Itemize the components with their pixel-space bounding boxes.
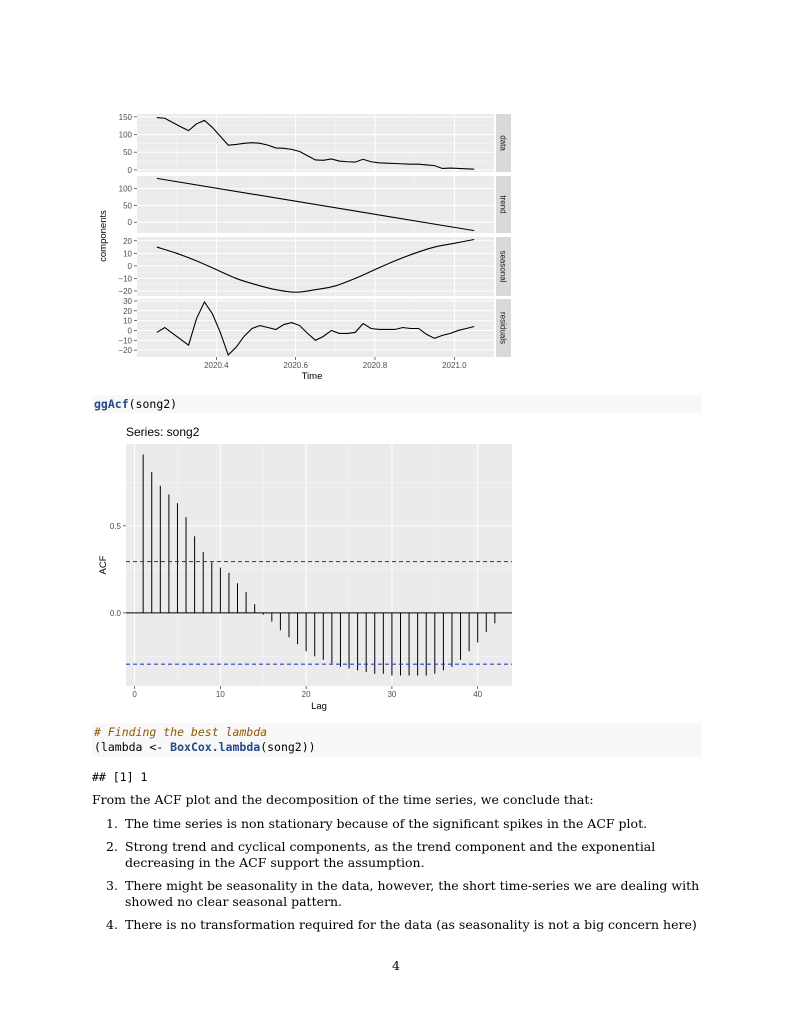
list-number: 1. [106,816,118,831]
code-chunk-ggacf: ggAcf(song2) [92,395,702,413]
panel-background [137,299,494,357]
conclusion-paragraph: From the ACF plot and the decomposition … [92,792,594,807]
panel-strip-label: trend [499,195,508,213]
y-tick-label: 50 [123,148,132,157]
acf-y-label: ACF [98,555,109,574]
y-tick-label: 20 [123,307,132,316]
list-number: 3. [106,878,118,893]
acf-title: Series: song2 [126,425,200,439]
list-number: 2. [106,839,118,854]
x-tick-label: 30 [387,690,396,699]
x-tick-label: 2020.6 [283,361,308,370]
code-comment: # Finding the best lambda [94,725,268,739]
list-item: 1. The time series is non stationary beca… [92,816,704,832]
y-tick-label: 0 [128,326,133,335]
x-tick-label: 40 [473,690,482,699]
list-text: The time series is non stationary becaus… [125,816,648,831]
x-tick-label: 2021.0 [442,361,467,370]
decomp-panel-trend: 100 50 0 trend [119,176,511,233]
y-tick-label: 0.5 [110,522,122,531]
x-tick-label: 2020.8 [363,361,388,370]
y-tick-label: 100 [119,131,133,140]
y-tick-label: 0 [128,262,133,271]
acf-x-label: Lag [311,701,327,712]
decomposition-chart: 150100500data100500trend20100−10−20seaso… [98,113,511,382]
y-tick-label: 100 [119,184,133,193]
panel-strip-label: residuals [499,312,508,344]
decomp-x-label: Time [302,371,323,382]
r-output: ## [1] 1 [92,770,148,784]
y-tick-label: −10 [118,336,132,345]
y-tick-label: 20 [123,237,132,246]
code-post: (song2)) [260,740,316,754]
x-tick-label: 2020.4 [204,361,229,370]
code-args: (song2) [128,397,178,411]
y-tick-label: −20 [118,346,132,355]
page-number: 4 [392,958,400,973]
x-tick-label: 20 [302,690,311,699]
y-tick-label: 0 [128,166,133,175]
decomp-y-label: components [98,210,109,262]
list-number: 4. [106,917,118,932]
y-tick-label: 30 [123,297,132,306]
series-line-seasonal [156,238,475,293]
decomp-panel-data: 150 100 50 0 data [119,113,511,175]
panel-strip [496,237,511,296]
y-tick-label: −20 [118,287,132,296]
panel-strip [496,299,511,357]
panel-strip-label: data [499,135,508,151]
list-item: 2. Strong trend and cyclical components, … [92,839,704,871]
code-pre: (lambda <- [94,740,171,754]
y-tick-label: 150 [119,113,133,122]
code-chunk-boxcox: # Finding the best lambda (lambda <- Box… [92,723,702,757]
list-text: There is no transformation required for … [125,917,697,932]
x-tick-label: 10 [216,690,225,699]
y-tick-label: 10 [123,317,132,326]
code-line: (lambda <- BoxCox.lambda(song2)) [94,740,702,755]
x-tick-label: 0 [132,690,137,699]
acf-chart: Series: song2 0 10 20 30 40 0.5 0.0 ACF Lag [98,425,512,712]
series-line-residuals [156,300,475,357]
y-tick-label: 0.0 [110,609,122,618]
y-tick-label: 50 [123,201,132,210]
panel-strip-label: seasonal [499,250,508,282]
series-line-data [156,116,475,170]
list-text: There might be seasonality in the data, … [125,878,700,909]
y-tick-label: −10 [118,274,132,283]
list-item: 3. There might be seasonality in the data… [92,878,704,910]
list-text: Strong trend and cyclical components, as… [125,839,656,870]
panel-strip [496,176,511,233]
acf-plot-panel [126,444,512,686]
list-item: 4. There is no transformation required fo… [92,917,704,933]
decomp-panel-seasonal: 20 10 0 −10 −20 seasonal [118,237,511,296]
conclusion-list: 1. The time series is non stationary beca… [92,816,704,940]
series-line-trend [156,177,475,232]
code-function: ggAcf [94,397,129,411]
y-tick-label: 10 [123,249,132,258]
code-function: BoxCox.lambda [170,740,261,754]
panel-strip [496,114,511,172]
panel-background [137,114,494,172]
y-tick-label: 0 [128,218,133,227]
